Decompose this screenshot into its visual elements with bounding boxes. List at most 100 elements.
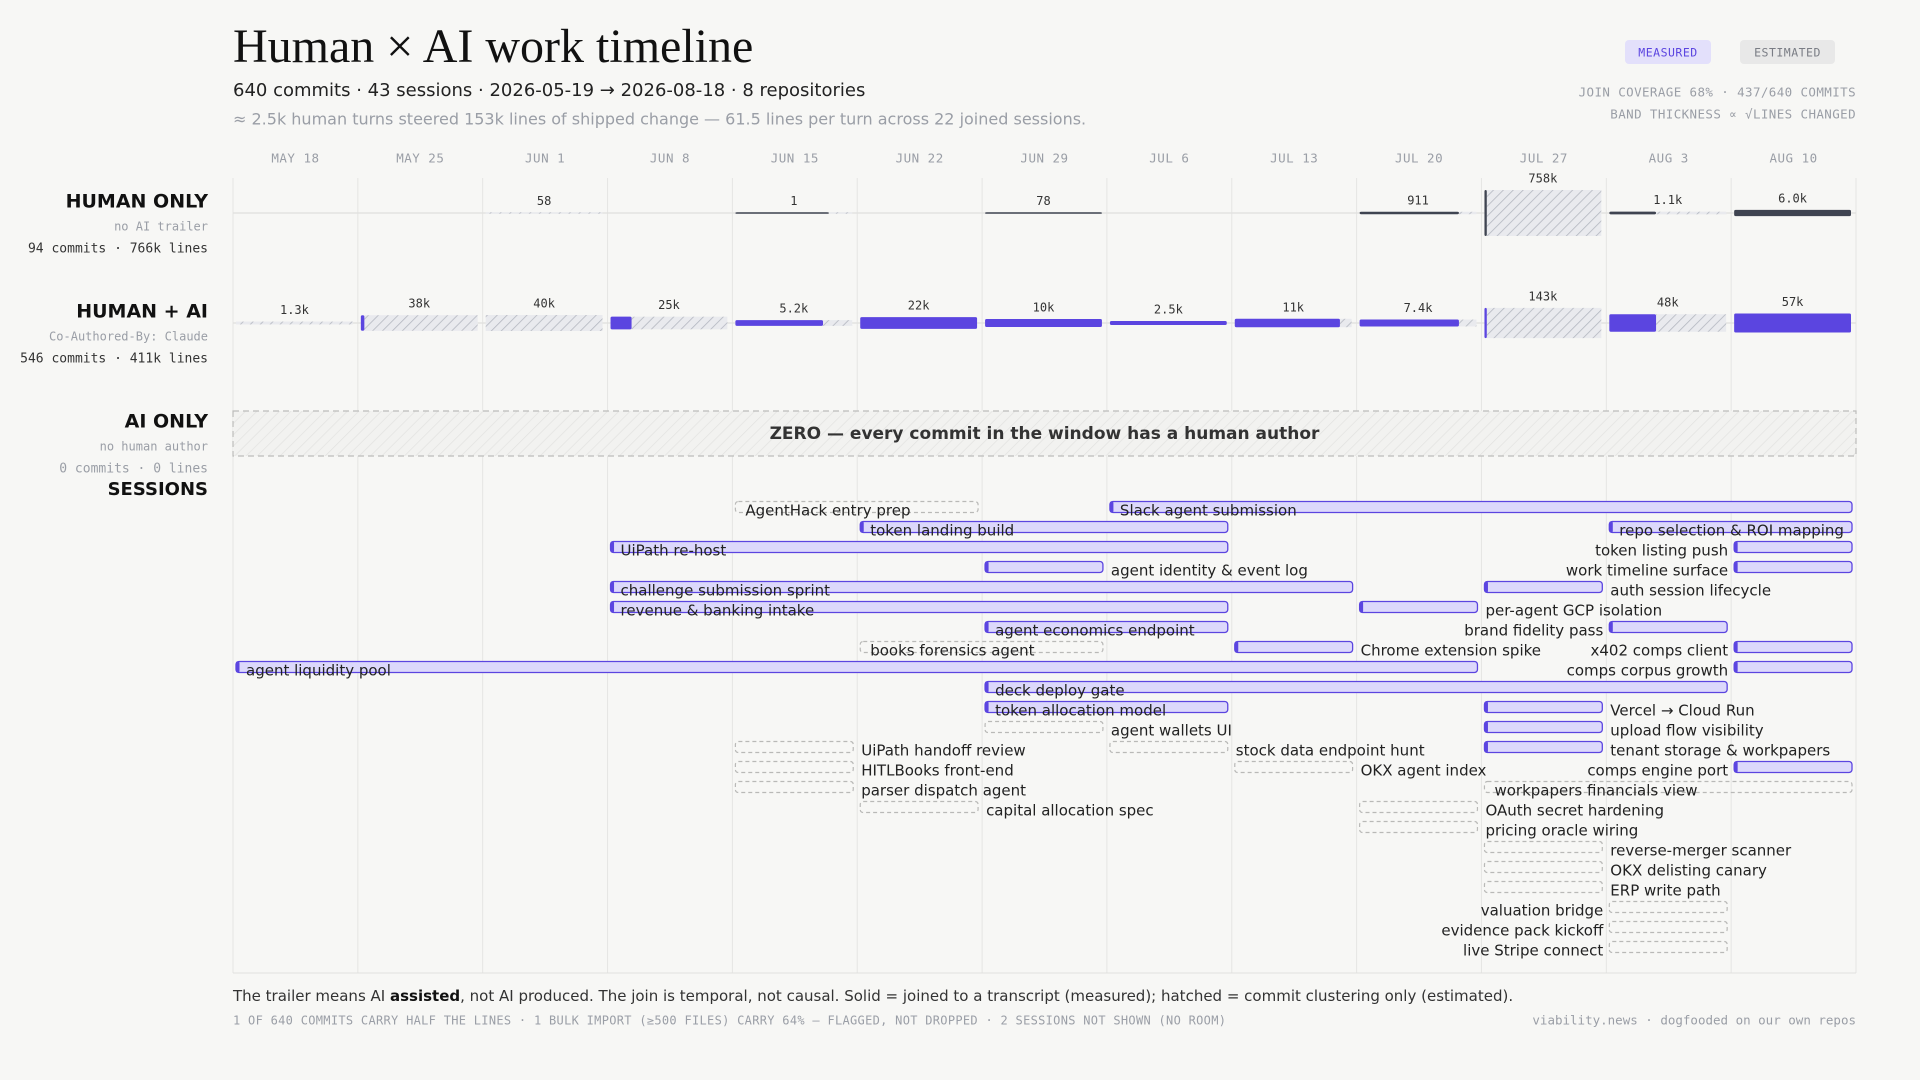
- band-label: 58: [537, 194, 551, 208]
- band-label: 7.4k: [1404, 301, 1434, 315]
- session-accent: [860, 521, 864, 533]
- estimated-band: [1339, 318, 1352, 328]
- session-bar: [1358, 600, 1479, 614]
- footer-text: The trailer means AI assisted, not AI pr…: [232, 987, 1513, 1005]
- measured-band: [985, 319, 1102, 327]
- session-label: work timeline surface: [1566, 562, 1728, 580]
- estimated-band: [823, 320, 853, 326]
- band-label: 48k: [1657, 296, 1679, 310]
- session-accent: [1234, 641, 1239, 653]
- session-label: comps engine port: [1587, 762, 1728, 780]
- x-tick-label: JUN 1: [525, 151, 565, 166]
- session-bar: [1733, 660, 1853, 674]
- session-label: live Stripe connect: [1463, 942, 1603, 960]
- footer-emphasis: assisted: [390, 987, 460, 1005]
- band-label: 78: [1036, 194, 1050, 208]
- footer-flags: 1 OF 640 COMMITS CARRY HALF THE LINES · …: [233, 1014, 1226, 1028]
- x-tick-label: JUL 20: [1395, 151, 1443, 166]
- coverage-note: BAND THICKNESS ∝ √LINES CHANGED: [1610, 107, 1856, 122]
- session-label: OAuth secret hardening: [1485, 802, 1664, 820]
- estimated-band: [828, 212, 853, 214]
- band-label: 143k: [1528, 289, 1558, 303]
- footer-part: , not AI produced. The join is temporal,…: [460, 987, 1513, 1005]
- legend-badge: [1740, 40, 1835, 64]
- x-tick-label: AUG 10: [1769, 151, 1817, 166]
- session-label: per-agent GCP isolation: [1485, 602, 1662, 620]
- session-label: token landing build: [870, 522, 1014, 540]
- session-accent: [610, 581, 615, 593]
- session-label: HITLBooks front-end: [861, 762, 1014, 780]
- estimated-band: [1486, 190, 1602, 236]
- measured-band: [1609, 314, 1657, 332]
- session-bar: [1608, 620, 1728, 634]
- session-accent: [1734, 641, 1738, 653]
- estimated-band: [485, 315, 603, 331]
- session-label: challenge submission sprint: [621, 582, 831, 600]
- session-label: OKX agent index: [1361, 762, 1487, 780]
- band-label: 57k: [1782, 295, 1804, 309]
- measured-band: [1734, 313, 1851, 333]
- session-label: pricing oracle wiring: [1485, 822, 1638, 840]
- band-label: 758k: [1528, 172, 1558, 186]
- estimated-band: [1656, 314, 1727, 332]
- estimated-band: [485, 212, 603, 214]
- session-accent: [236, 661, 240, 673]
- measured-band: [985, 212, 1102, 214]
- session-accent: [1359, 601, 1364, 613]
- session-accent: [1484, 721, 1488, 733]
- session-bar: [1483, 580, 1603, 594]
- estimated-band: [631, 316, 728, 330]
- session-label: agent economics endpoint: [995, 622, 1195, 640]
- session-accent: [985, 621, 989, 633]
- session-label: token allocation model: [995, 702, 1166, 720]
- band-label: 911: [1407, 193, 1429, 207]
- lane-note: no AI trailer: [114, 220, 208, 234]
- session-label: evidence pack kickoff: [1441, 922, 1604, 940]
- legend-label: ESTIMATED: [1754, 46, 1821, 60]
- session-accent: [1609, 521, 1613, 533]
- measured-band: [1609, 211, 1657, 215]
- measured-band: [735, 320, 824, 326]
- measured-band: [1484, 190, 1487, 236]
- session-label: stock data endpoint hunt: [1236, 742, 1425, 760]
- estimated-band: [1458, 211, 1477, 215]
- legend-badge: [1625, 40, 1711, 64]
- empty-lane-text: ZERO — every commit in the window has a …: [770, 424, 1320, 444]
- session-accent: [1734, 541, 1738, 553]
- estimated-band: [236, 321, 353, 325]
- session-accent: [1484, 701, 1488, 713]
- estimated-band: [1656, 211, 1727, 215]
- session-label: parser dispatch agent: [861, 782, 1026, 800]
- session-label: token listing push: [1595, 542, 1728, 560]
- session-label: repo selection & ROI mapping: [1619, 522, 1844, 540]
- session-bar: [1733, 560, 1853, 574]
- session-label: Slack agent submission: [1120, 502, 1297, 520]
- band-label: 1.1k: [1653, 193, 1683, 207]
- session-label: ERP write path: [1610, 882, 1720, 900]
- measured-band: [610, 316, 632, 330]
- estimated-band: [1458, 319, 1477, 327]
- session-label: agent identity & event log: [1111, 562, 1308, 580]
- measured-band: [1734, 209, 1851, 217]
- session-bar: [1483, 780, 1853, 794]
- band-label: 38k: [408, 297, 430, 311]
- band-label: 2.5k: [1154, 303, 1184, 317]
- session-label: workpapers financials view: [1494, 782, 1697, 800]
- x-tick-label: JUL 27: [1520, 151, 1568, 166]
- band-label: 40k: [533, 297, 555, 311]
- x-tick-label: AUG 3: [1649, 151, 1689, 166]
- session-label: x402 comps client: [1591, 642, 1729, 660]
- legend-label: MEASURED: [1638, 46, 1697, 60]
- estimated-band: [1486, 307, 1602, 339]
- measured-band: [860, 317, 978, 329]
- x-tick-label: JUL 13: [1270, 151, 1318, 166]
- note: ≈ 2.5k human turns steered 153k lines of…: [233, 110, 1086, 129]
- session-label: AgentHack entry prep: [745, 502, 910, 520]
- band-label: 1.3k: [280, 303, 310, 317]
- sessions-label: SESSIONS: [108, 479, 208, 500]
- session-label: OKX delisting canary: [1610, 862, 1767, 880]
- x-tick-label: JUN 15: [771, 151, 819, 166]
- x-tick-label: JUL 6: [1149, 151, 1189, 166]
- session-label: deck deploy gate: [995, 682, 1125, 700]
